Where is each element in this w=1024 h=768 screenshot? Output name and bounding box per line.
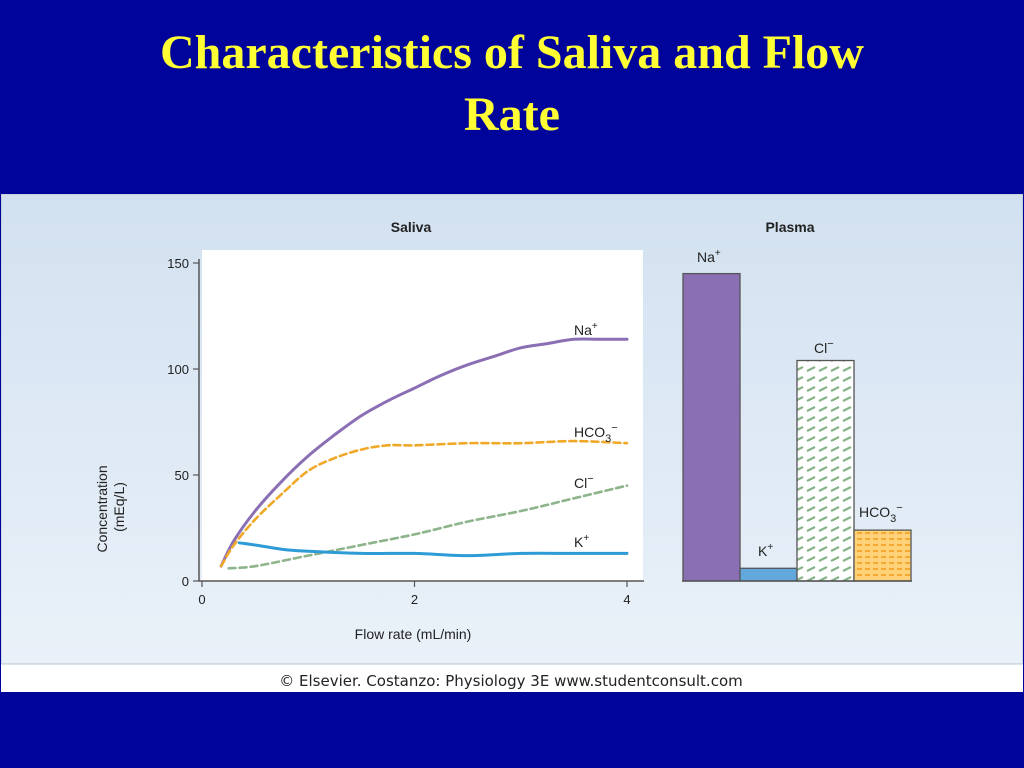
figure-svg: Saliva 0 50 100 150 0 2 4 Concentration (mEq/L… <box>1 194 1023 665</box>
title-line-2: Rate <box>464 88 560 141</box>
plasma-bar-na <box>682 272 741 582</box>
y-tick-label: 150 <box>167 256 189 271</box>
plasma-bar-cl <box>796 359 855 582</box>
ylabel-line-2: (mEq/L) <box>111 482 127 532</box>
series-line-na <box>219 337 629 568</box>
saliva-ylabel: Concentration (mEq/L) <box>94 461 127 552</box>
x-tick-label: 0 <box>198 592 205 607</box>
y-tick-label: 0 <box>182 574 189 589</box>
x-tick-label: 4 <box>623 592 630 607</box>
plasma-title: Plasma <box>765 219 814 235</box>
copyright-credit: © Elsevier. Costanzo: Physiology 3E www.… <box>279 672 743 690</box>
plasma-bar-k <box>739 567 798 582</box>
saliva-plot-area <box>202 250 643 581</box>
series-line-cl <box>227 484 629 570</box>
saliva-axes: 0 50 100 150 0 2 4 <box>167 256 644 607</box>
plasma-bar-hco3 <box>853 529 912 582</box>
x-tick-label: 2 <box>411 592 418 607</box>
series-line-hco3 <box>219 439 629 568</box>
figure-panel: Saliva 0 50 100 150 0 2 4 Concentration (mEq/L… <box>1 194 1023 692</box>
saliva-xlabel: Flow rate (mL/min) <box>355 626 472 642</box>
plasma-bars <box>682 272 912 582</box>
title-line-1: Characteristics of Saliva and Flow <box>160 26 864 79</box>
saliva-title: Saliva <box>391 219 432 235</box>
y-tick-label: 50 <box>175 468 189 483</box>
ylabel-line-1: Concentration <box>94 465 110 552</box>
series-line-k <box>237 541 629 558</box>
y-tick-label: 100 <box>167 362 189 377</box>
saliva-lines <box>219 337 629 570</box>
slide-title: Characteristics of Saliva and Flow Rate <box>0 22 1024 146</box>
